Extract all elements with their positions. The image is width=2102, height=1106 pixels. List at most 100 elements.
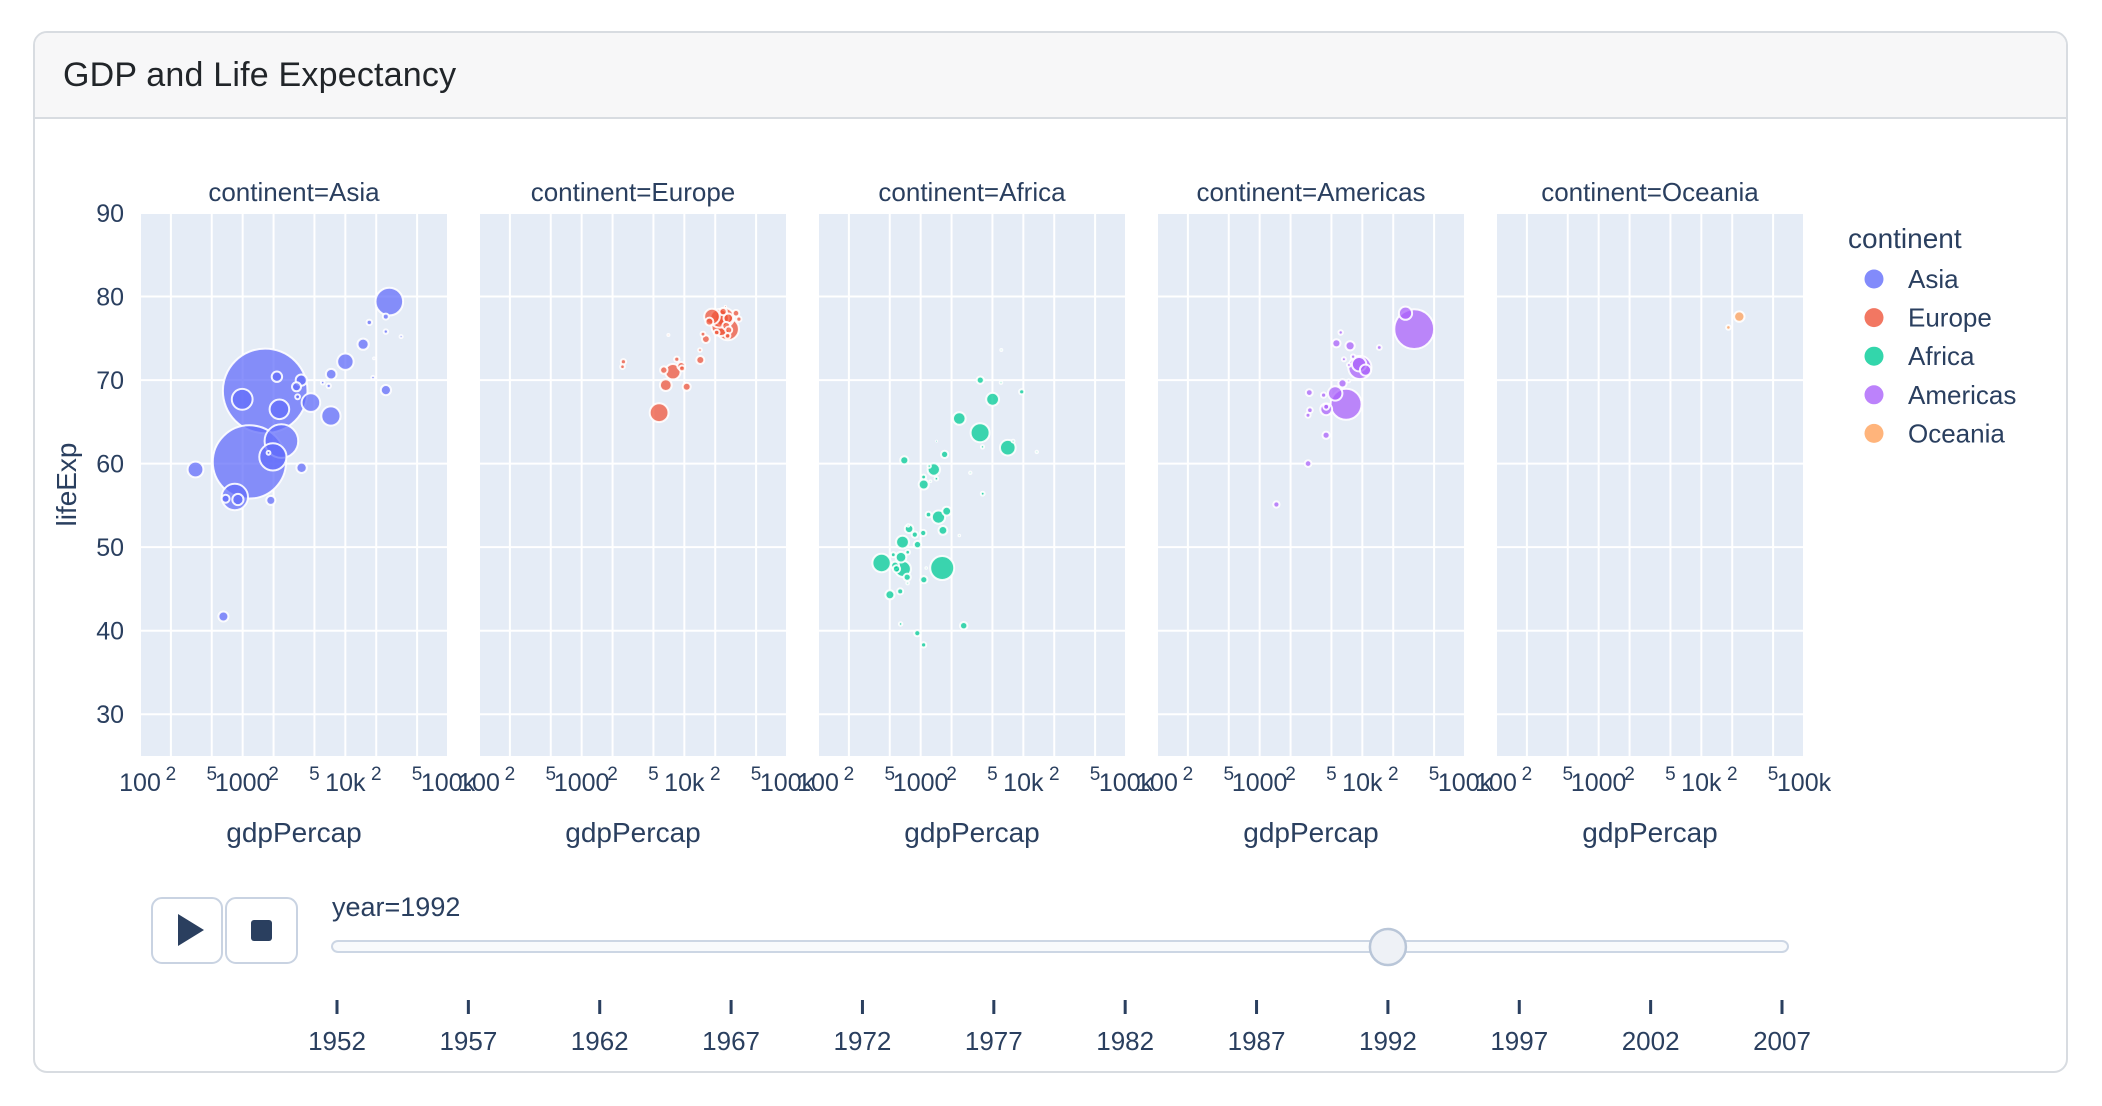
play-icon	[178, 914, 204, 946]
bubble	[678, 364, 686, 373]
bubble	[884, 589, 896, 601]
x-axis-title: gdpPercap	[565, 817, 700, 848]
y-tick-label: 30	[96, 701, 124, 729]
bubble	[969, 422, 991, 444]
bubble	[1320, 391, 1328, 399]
bubble	[372, 356, 376, 361]
bubble	[220, 493, 231, 504]
x-minor-tick-label: 2	[1624, 764, 1635, 785]
legend-item-asia[interactable]: Asia	[1864, 264, 1960, 294]
bubble	[1358, 363, 1373, 377]
bubble	[924, 566, 929, 570]
facet-asia: continent=Asia 100 1000 10k 100k 2 5 2 5 2 5 gdpPer…	[119, 177, 475, 848]
bubble	[270, 370, 284, 383]
bubble-group-africa	[871, 348, 1040, 649]
bubble	[920, 641, 928, 649]
bubble	[695, 355, 706, 365]
bubble	[258, 442, 288, 472]
bubble	[1034, 449, 1040, 455]
bubble	[1375, 344, 1383, 351]
x-minor-tick-label: 2	[1388, 764, 1399, 785]
x-tick-label: 100	[797, 769, 839, 797]
animation-controls: year=1992 1952 1957 1962 1967 1972 1977 1982 198…	[151, 892, 1811, 1056]
slider-tick-label: 2002	[1622, 1026, 1680, 1056]
plot-area[interactable]	[1157, 213, 1465, 756]
bubble	[906, 523, 911, 528]
bubble	[381, 312, 390, 321]
bubble	[697, 347, 703, 353]
bubble	[999, 348, 1004, 352]
bubble	[325, 382, 332, 390]
slider-handle[interactable]	[1368, 927, 1408, 967]
bubble	[619, 358, 628, 366]
x-tick-label: 10k	[1681, 769, 1722, 797]
y-axis: 30 40 50 60 70 80 90 lifeExp	[51, 200, 124, 729]
bubble	[979, 444, 986, 450]
legend-item-europe[interactable]: Europe	[1864, 303, 1992, 333]
bubble	[735, 315, 743, 323]
bubble	[658, 378, 673, 393]
gridlines	[139, 212, 449, 756]
bubble	[1321, 430, 1331, 440]
bubble	[912, 539, 923, 550]
x-minor-tick-label: 2	[607, 764, 618, 785]
x-minor-tick-label: 2	[505, 764, 516, 785]
x-tick-label: 1000	[1571, 769, 1627, 797]
bubble	[1304, 411, 1312, 419]
plot-area[interactable]	[479, 213, 787, 756]
bubble	[1337, 329, 1344, 336]
plot-area[interactable]	[818, 213, 1126, 756]
bubble	[379, 384, 392, 397]
page-title: GDP and Life Expectancy	[63, 55, 457, 94]
x-minor-tick-label: 2	[710, 764, 721, 785]
x-minor-tick-label: 5	[751, 764, 762, 785]
bubble	[365, 318, 373, 327]
slider-tick-label: 1982	[1096, 1026, 1154, 1056]
bubble	[919, 575, 929, 585]
x-tick-label: 10k	[325, 769, 366, 797]
legend-item-africa[interactable]: Africa	[1864, 341, 1976, 371]
legend-label: Oceania	[1908, 418, 2005, 448]
slider-tick-label: 1967	[702, 1026, 760, 1056]
bubble	[699, 330, 707, 338]
bubble	[723, 305, 728, 309]
bubble	[924, 510, 933, 519]
x-tick-label: 1000	[554, 769, 610, 797]
bubble	[959, 621, 969, 631]
bubble	[230, 387, 254, 411]
bubble	[1337, 378, 1348, 389]
bubble	[999, 438, 1017, 457]
bubble	[929, 555, 956, 581]
bubble	[265, 494, 277, 506]
bubble	[704, 316, 715, 327]
slider-track[interactable]	[331, 940, 1789, 953]
bubble-group-oceania	[1725, 310, 1746, 331]
x-tick-label: 100	[458, 769, 500, 797]
stop-button[interactable]	[225, 897, 298, 964]
y-axis-title: lifeExp	[51, 442, 82, 526]
bubble	[681, 381, 692, 392]
bubble	[933, 475, 940, 482]
bubble	[336, 352, 355, 371]
bubble	[398, 334, 404, 340]
legend-item-americas[interactable]: Americas	[1864, 380, 2017, 410]
x-minor-tick-label: 2	[1183, 764, 1194, 785]
x-minor-tick-label: 5	[1429, 764, 1440, 785]
x-minor-tick-label: 2	[371, 764, 382, 785]
bubble	[217, 610, 230, 623]
legend-swatch	[1864, 269, 1884, 289]
bubble	[902, 572, 912, 582]
y-tick-label: 70	[96, 367, 124, 395]
legend-label: Asia	[1908, 264, 1959, 294]
plot-area[interactable]	[1496, 213, 1804, 756]
legend-item-oceania[interactable]: Oceania	[1864, 418, 2006, 448]
bubble	[905, 580, 910, 586]
legend-title: continent	[1848, 223, 1962, 254]
gridlines	[1495, 212, 1805, 756]
x-axis: 100 1000 10k 100k 2 5 2 5 2 5	[458, 764, 814, 797]
bubble	[975, 375, 985, 385]
play-button[interactable]	[151, 897, 223, 964]
x-minor-tick-label: 5	[1090, 764, 1101, 785]
slider-tick-label: 1992	[1359, 1026, 1417, 1056]
